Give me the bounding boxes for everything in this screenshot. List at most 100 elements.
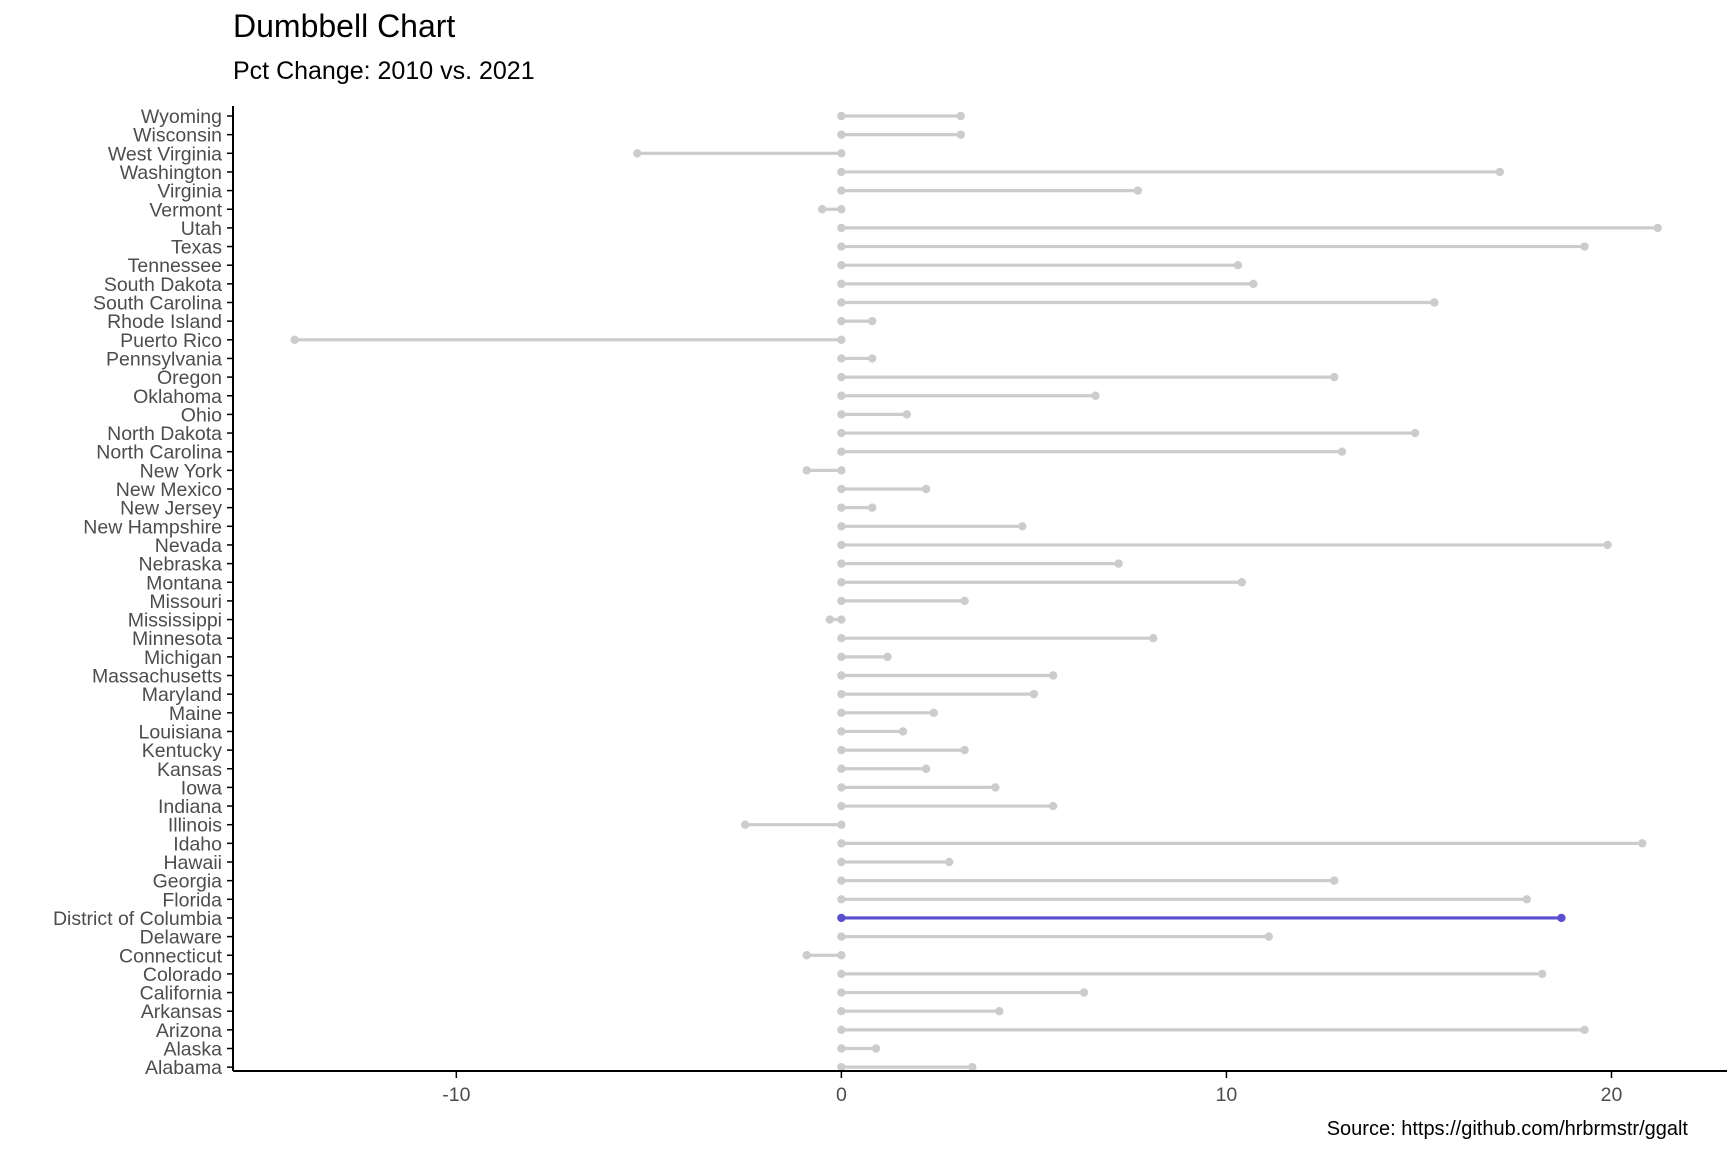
point-2010 <box>837 298 846 307</box>
point-2021 <box>1638 839 1647 848</box>
point-2010 <box>837 1025 846 1035</box>
chart-subtitle: Pct Change: 2010 vs. 2021 <box>233 57 535 85</box>
point-2010 <box>837 876 846 885</box>
point-2010 <box>837 503 846 512</box>
point-2010 <box>837 130 846 139</box>
point-2021 <box>1233 261 1243 270</box>
point-2010 <box>837 167 846 177</box>
x-tick-label: 0 <box>836 1084 847 1106</box>
category-label: Alaska <box>163 1039 222 1061</box>
category-label: Arizona <box>156 1020 222 1042</box>
x-tick-label: -10 <box>442 1084 470 1106</box>
category-label: Georgia <box>153 871 223 893</box>
category-label: Maine <box>169 703 222 725</box>
category-label: District of Columbia <box>53 908 222 930</box>
point-2010 <box>837 149 846 158</box>
category-label: Louisiana <box>139 721 223 743</box>
point-2021 <box>1495 167 1505 177</box>
category-label: Indiana <box>158 796 222 818</box>
point-2021 <box>867 503 877 512</box>
category-label: Hawaii <box>163 852 222 874</box>
point-2021 <box>1048 801 1058 811</box>
point-2010 <box>837 428 846 438</box>
point-2010 <box>837 689 846 699</box>
point-2010 <box>837 839 846 848</box>
category-label: Tennessee <box>128 255 222 277</box>
point-2021 <box>956 111 965 121</box>
chart-title: Dumbbell Chart <box>233 8 456 44</box>
category-label: Washington <box>120 162 222 184</box>
point-2010 <box>837 932 846 941</box>
point-2010 <box>837 447 846 456</box>
point-2010 <box>837 223 846 233</box>
point-2010 <box>837 335 846 344</box>
point-2021 <box>956 130 965 139</box>
category-label: New Mexico <box>116 479 222 501</box>
category-label: Maryland <box>142 684 222 706</box>
category-label: Oregon <box>157 367 222 389</box>
point-2010 <box>837 354 846 363</box>
point-2021 <box>740 820 750 829</box>
point-2021 <box>1091 391 1100 400</box>
point-2010 <box>837 261 846 270</box>
point-2010 <box>837 596 846 606</box>
category-label: Idaho <box>173 833 222 855</box>
category-label: North Dakota <box>107 423 222 445</box>
category-label: Delaware <box>140 927 222 949</box>
category-label: Puerto Rico <box>120 330 222 352</box>
category-label: Montana <box>146 572 222 594</box>
point-2010 <box>837 279 846 289</box>
category-label: Iowa <box>181 777 222 799</box>
point-2021 <box>960 745 969 755</box>
point-2021 <box>1522 895 1531 904</box>
point-2021 <box>871 1044 881 1053</box>
category-label: Utah <box>181 218 222 240</box>
category-label: Wyoming <box>141 106 222 128</box>
point-2010 <box>837 186 846 195</box>
point-2010 <box>837 1062 846 1072</box>
point-2010 <box>837 242 846 251</box>
point-2021 <box>817 205 827 214</box>
point-2021 <box>1149 634 1158 643</box>
category-label: Connecticut <box>119 945 223 967</box>
point-2021 <box>1048 671 1058 680</box>
point-2010 <box>837 484 846 494</box>
chart-caption: Source: https://github.com/hrbrmstr/ggal… <box>1326 1118 1688 1140</box>
point-2021 <box>883 652 892 662</box>
category-label: Nevada <box>155 535 222 557</box>
point-2010 <box>837 615 846 624</box>
point-2010 <box>837 671 846 680</box>
point-2021 <box>1114 559 1123 568</box>
point-2021 <box>1653 223 1662 233</box>
category-label: New Jersey <box>120 498 222 520</box>
category-label: Texas <box>171 237 222 259</box>
category-label: Michigan <box>144 647 222 669</box>
point-2021 <box>1249 279 1258 289</box>
point-2010 <box>837 783 846 792</box>
point-2010 <box>837 820 846 829</box>
point-2010 <box>837 559 846 568</box>
point-2021 <box>1537 969 1547 979</box>
category-label: North Carolina <box>96 442 222 464</box>
point-2021 <box>1330 876 1339 885</box>
category-label: Florida <box>162 889 222 911</box>
point-2021 <box>960 596 969 606</box>
point-2021 <box>1018 522 1027 531</box>
point-2021 <box>1430 298 1439 307</box>
point-2021 <box>1330 372 1339 382</box>
point-2010 <box>837 969 846 979</box>
point-2021 <box>290 335 299 344</box>
point-2010 <box>837 111 846 121</box>
point-2010 <box>837 466 846 475</box>
category-label: Rhode Island <box>107 311 222 333</box>
point-2021 <box>825 615 835 624</box>
point-2010 <box>837 372 846 382</box>
category-label: Kansas <box>157 759 222 781</box>
category-label: Arkansas <box>141 1001 223 1023</box>
point-2010 <box>837 578 846 587</box>
point-2010 <box>837 410 846 419</box>
point-2010 <box>837 634 846 643</box>
point-2021 <box>898 727 908 736</box>
point-2010 <box>837 1044 846 1053</box>
